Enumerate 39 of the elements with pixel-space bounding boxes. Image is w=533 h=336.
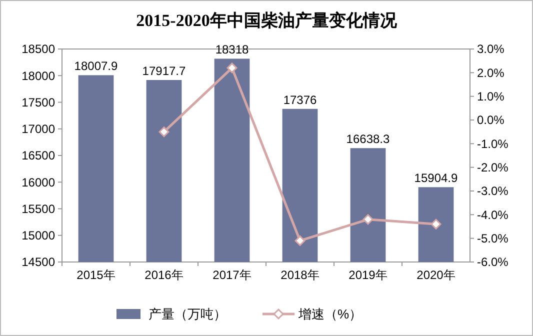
y2-tick-label: 2.0% <box>477 66 505 80</box>
x-tick-label: 2016年 <box>144 268 184 282</box>
data-label: 18007.9 <box>74 59 118 74</box>
data-label: 18318 <box>215 42 250 57</box>
x-tick-label: 2017年 <box>212 268 252 282</box>
chart-title: 2015-2020年中国柴油产量变化情况 <box>136 11 398 30</box>
point <box>158 126 170 138</box>
y-tick-label: 15500 <box>22 202 56 216</box>
y2-tick-label: -2.0% <box>477 160 509 175</box>
y-tick-label: 16000 <box>22 175 56 190</box>
y-tick-label: 17500 <box>22 95 56 110</box>
point <box>294 235 306 246</box>
y2-tick-label: -1.0% <box>477 136 509 151</box>
data-label: 16638.3 <box>346 132 390 146</box>
data-label: 17376 <box>283 92 318 107</box>
y-tick-label: 16500 <box>22 148 56 163</box>
y-tick-label: 17000 <box>22 122 56 136</box>
y2-tick-label: -3.0% <box>477 184 509 198</box>
y-tick-label: 18000 <box>22 68 56 83</box>
y2-tick-label: -4.0% <box>477 208 509 222</box>
point <box>226 62 238 74</box>
y-tick-label: 15000 <box>22 228 56 243</box>
legend-label: 增速（%） <box>298 306 362 322</box>
x-tick-label: 2015年 <box>76 268 116 282</box>
y-tick-label: 18500 <box>22 42 56 56</box>
y2-tick-label: 3.0% <box>477 42 505 56</box>
y2-tick-label: -6.0% <box>477 255 509 270</box>
legend-label: 产量（万吨） <box>148 306 226 322</box>
x-tick-label: 2020年 <box>416 268 456 282</box>
data-label: 15904.9 <box>414 171 458 186</box>
x-tick-label: 2019年 <box>348 268 388 282</box>
data-label: 17917.7 <box>142 64 186 78</box>
point <box>362 214 374 225</box>
y2-tick-label: -5.0% <box>477 232 509 246</box>
point <box>430 218 442 230</box>
x-tick-label: 2018年 <box>280 268 320 282</box>
y2-tick-label: 1.0% <box>477 90 505 104</box>
y2-tick-label: 0.0% <box>477 113 505 128</box>
y-tick-label: 14500 <box>22 255 56 270</box>
